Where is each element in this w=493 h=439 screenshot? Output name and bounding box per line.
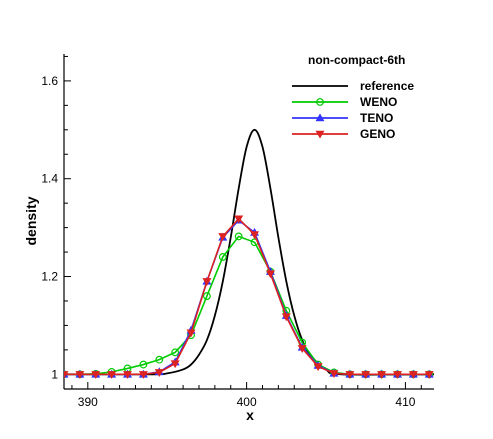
data-point-weno bbox=[171, 348, 180, 357]
data-point-geno bbox=[265, 270, 275, 279]
data-point-geno bbox=[313, 363, 323, 372]
legend-label: reference bbox=[360, 79, 414, 93]
data-point-geno bbox=[64, 371, 69, 379]
y-tick-label: 1.6 bbox=[41, 74, 58, 88]
data-point-geno bbox=[170, 360, 180, 369]
data-point-weno bbox=[234, 232, 243, 241]
data-point-geno bbox=[75, 371, 85, 379]
data-point-geno bbox=[345, 371, 355, 379]
x-axis-title: x bbox=[246, 407, 254, 423]
data-point-geno bbox=[154, 369, 164, 377]
legend-item-teno: TENO bbox=[292, 111, 393, 125]
data-point-geno bbox=[91, 371, 101, 379]
y-tick-label: 1 bbox=[51, 367, 58, 381]
y-tick-label: 1.2 bbox=[41, 270, 58, 284]
series-line-geno bbox=[64, 217, 430, 376]
data-point-geno bbox=[329, 370, 339, 378]
legend-item-weno: WENO bbox=[292, 95, 397, 109]
series-reference bbox=[64, 128, 434, 376]
data-point-weno bbox=[203, 292, 211, 300]
data-point-geno bbox=[377, 371, 387, 379]
legend-title: non-compact-6th bbox=[308, 53, 405, 67]
data-point-weno bbox=[155, 355, 164, 364]
legend-item-geno: GENO bbox=[292, 127, 395, 141]
legend-marker bbox=[315, 113, 325, 122]
data-point-geno bbox=[234, 215, 244, 224]
data-point-geno bbox=[392, 371, 402, 379]
x-tick-label: 400 bbox=[237, 395, 257, 409]
legend-item-reference: reference bbox=[292, 79, 414, 93]
data-point-geno bbox=[107, 371, 117, 379]
legend-label: WENO bbox=[360, 95, 397, 109]
data-point-geno bbox=[218, 233, 228, 242]
legend: reference WENO TENO GENO bbox=[292, 79, 414, 141]
data-point-weno bbox=[218, 253, 227, 261]
data-point-geno bbox=[138, 371, 148, 379]
data-point-weno bbox=[139, 360, 148, 369]
series-line-reference bbox=[64, 128, 434, 376]
series-line-weno bbox=[64, 235, 430, 376]
x-tick-label: 410 bbox=[395, 395, 415, 409]
y-tick-label: 1.4 bbox=[41, 172, 58, 186]
series-line-teno bbox=[64, 219, 430, 376]
data-point-geno bbox=[202, 278, 212, 287]
series-weno bbox=[64, 232, 434, 379]
plot-area: 390 400 410 1 1.2 1.4 1.6 bbox=[41, 54, 434, 409]
series-geno bbox=[64, 215, 434, 379]
x-tick-label: 390 bbox=[78, 395, 98, 409]
data-point-geno bbox=[250, 231, 260, 240]
data-point-geno bbox=[408, 371, 418, 379]
legend-marker bbox=[315, 130, 325, 139]
data-point-geno bbox=[281, 313, 291, 322]
legend-marker bbox=[316, 98, 324, 106]
series-teno bbox=[64, 215, 434, 378]
data-point-geno bbox=[186, 329, 196, 338]
data-point-geno bbox=[297, 345, 307, 354]
legend-label: TENO bbox=[360, 111, 393, 125]
data-point-geno bbox=[123, 371, 133, 379]
data-point-geno bbox=[424, 371, 434, 379]
y-axis-title: density bbox=[23, 196, 39, 245]
legend-label: GENO bbox=[360, 127, 395, 141]
data-point-geno bbox=[361, 371, 371, 379]
